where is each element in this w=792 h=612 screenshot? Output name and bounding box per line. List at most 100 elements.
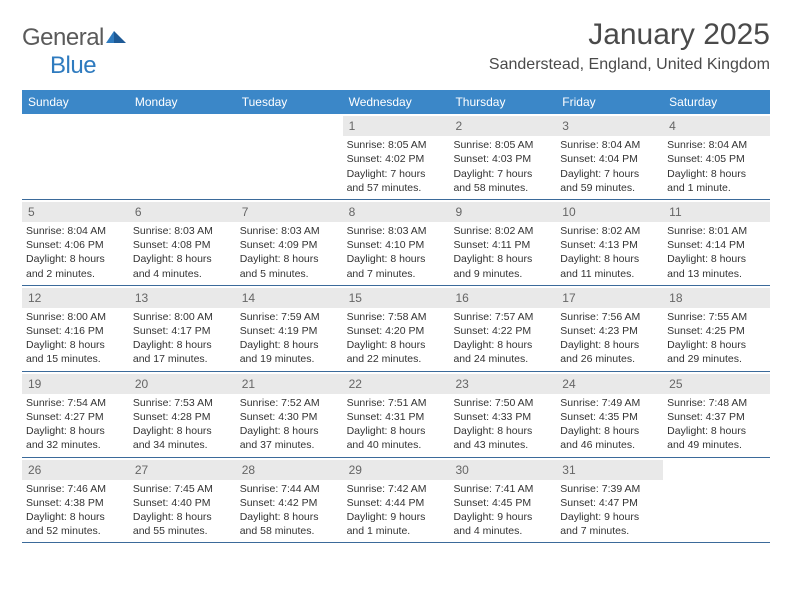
sunrise-text: Sunrise: 8:01 AM: [667, 224, 766, 238]
day-cell: 14Sunrise: 7:59 AMSunset: 4:19 PMDayligh…: [236, 286, 343, 371]
daylight-text: Daylight: 8 hours and 24 minutes.: [453, 338, 552, 366]
day-cell: 7Sunrise: 8:03 AMSunset: 4:09 PMDaylight…: [236, 200, 343, 285]
day-cell: 8Sunrise: 8:03 AMSunset: 4:10 PMDaylight…: [343, 200, 450, 285]
daylight-text: Daylight: 8 hours and 29 minutes.: [667, 338, 766, 366]
sunset-text: Sunset: 4:25 PM: [667, 324, 766, 338]
sunrise-text: Sunrise: 7:39 AM: [560, 482, 659, 496]
sunset-text: Sunset: 4:05 PM: [667, 152, 766, 166]
day-cell: [129, 114, 236, 199]
day-cell: 12Sunrise: 8:00 AMSunset: 4:16 PMDayligh…: [22, 286, 129, 371]
day-cell: 27Sunrise: 7:45 AMSunset: 4:40 PMDayligh…: [129, 458, 236, 543]
sunset-text: Sunset: 4:27 PM: [26, 410, 125, 424]
day-number: 31: [556, 460, 663, 480]
sunset-text: Sunset: 4:17 PM: [133, 324, 232, 338]
sunrise-text: Sunrise: 7:44 AM: [240, 482, 339, 496]
sunset-text: Sunset: 4:28 PM: [133, 410, 232, 424]
sunrise-text: Sunrise: 7:55 AM: [667, 310, 766, 324]
day-number: [22, 116, 129, 136]
weekday-header: Sunday: [22, 90, 129, 114]
day-number: 30: [449, 460, 556, 480]
weekday-header: Saturday: [663, 90, 770, 114]
day-number: 1: [343, 116, 450, 136]
day-number: 4: [663, 116, 770, 136]
week-row: 1Sunrise: 8:05 AMSunset: 4:02 PMDaylight…: [22, 114, 770, 200]
daylight-text: Daylight: 9 hours and 1 minute.: [347, 510, 446, 538]
daylight-text: Daylight: 8 hours and 26 minutes.: [560, 338, 659, 366]
weekday-header-row: Sunday Monday Tuesday Wednesday Thursday…: [22, 90, 770, 114]
daylight-text: Daylight: 8 hours and 49 minutes.: [667, 424, 766, 452]
day-cell: 30Sunrise: 7:41 AMSunset: 4:45 PMDayligh…: [449, 458, 556, 543]
daylight-text: Daylight: 8 hours and 19 minutes.: [240, 338, 339, 366]
day-cell: [663, 458, 770, 543]
sunrise-text: Sunrise: 7:45 AM: [133, 482, 232, 496]
sunrise-text: Sunrise: 7:42 AM: [347, 482, 446, 496]
sunset-text: Sunset: 4:35 PM: [560, 410, 659, 424]
month-title: January 2025: [489, 18, 770, 52]
sunset-text: Sunset: 4:03 PM: [453, 152, 552, 166]
logo-text: GeneralBlue: [22, 24, 128, 80]
day-cell: 24Sunrise: 7:49 AMSunset: 4:35 PMDayligh…: [556, 372, 663, 457]
sunrise-text: Sunrise: 8:00 AM: [26, 310, 125, 324]
sunrise-text: Sunrise: 8:04 AM: [560, 138, 659, 152]
daylight-text: Daylight: 8 hours and 32 minutes.: [26, 424, 125, 452]
sunrise-text: Sunrise: 7:59 AM: [240, 310, 339, 324]
sunset-text: Sunset: 4:33 PM: [453, 410, 552, 424]
sunset-text: Sunset: 4:08 PM: [133, 238, 232, 252]
day-number: 26: [22, 460, 129, 480]
sunrise-text: Sunrise: 8:02 AM: [560, 224, 659, 238]
sunrise-text: Sunrise: 7:52 AM: [240, 396, 339, 410]
sunset-text: Sunset: 4:37 PM: [667, 410, 766, 424]
weeks-container: 1Sunrise: 8:05 AMSunset: 4:02 PMDaylight…: [22, 114, 770, 543]
daylight-text: Daylight: 8 hours and 1 minute.: [667, 167, 766, 195]
daylight-text: Daylight: 7 hours and 58 minutes.: [453, 167, 552, 195]
sunrise-text: Sunrise: 7:50 AM: [453, 396, 552, 410]
day-cell: 23Sunrise: 7:50 AMSunset: 4:33 PMDayligh…: [449, 372, 556, 457]
weekday-header: Friday: [556, 90, 663, 114]
day-cell: 21Sunrise: 7:52 AMSunset: 4:30 PMDayligh…: [236, 372, 343, 457]
weekday-header: Thursday: [449, 90, 556, 114]
sunset-text: Sunset: 4:20 PM: [347, 324, 446, 338]
daylight-text: Daylight: 7 hours and 57 minutes.: [347, 167, 446, 195]
sunset-text: Sunset: 4:10 PM: [347, 238, 446, 252]
sunrise-text: Sunrise: 7:58 AM: [347, 310, 446, 324]
sunset-text: Sunset: 4:30 PM: [240, 410, 339, 424]
day-number: 3: [556, 116, 663, 136]
sunset-text: Sunset: 4:16 PM: [26, 324, 125, 338]
daylight-text: Daylight: 8 hours and 37 minutes.: [240, 424, 339, 452]
daylight-text: Daylight: 8 hours and 40 minutes.: [347, 424, 446, 452]
sunrise-text: Sunrise: 8:03 AM: [240, 224, 339, 238]
sunset-text: Sunset: 4:38 PM: [26, 496, 125, 510]
weekday-header: Wednesday: [343, 90, 450, 114]
sunset-text: Sunset: 4:44 PM: [347, 496, 446, 510]
sunset-text: Sunset: 4:14 PM: [667, 238, 766, 252]
daylight-text: Daylight: 9 hours and 4 minutes.: [453, 510, 552, 538]
sunrise-text: Sunrise: 8:03 AM: [133, 224, 232, 238]
sunrise-text: Sunrise: 7:46 AM: [26, 482, 125, 496]
sunset-text: Sunset: 4:09 PM: [240, 238, 339, 252]
day-number: 19: [22, 374, 129, 394]
day-cell: 16Sunrise: 7:57 AMSunset: 4:22 PMDayligh…: [449, 286, 556, 371]
day-number: 5: [22, 202, 129, 222]
week-row: 12 Sunrise: 8:00 AMSunset: 4:16 PM Dayligh…: [22, 286, 770, 372]
sunrise-text: Sunrise: 7:53 AM: [133, 396, 232, 410]
day-number: 12: [22, 288, 129, 308]
calendar-page: GeneralBlue January 2025 Sanderstead, En…: [0, 0, 792, 561]
day-number: 13: [129, 288, 236, 308]
sunset-text: Sunset: 4:06 PM: [26, 238, 125, 252]
day-cell: 29Sunrise: 7:42 AMSunset: 4:44 PMDayligh…: [343, 458, 450, 543]
sunrise-text: Sunrise: 7:57 AM: [453, 310, 552, 324]
day-number: 10: [556, 202, 663, 222]
day-cell: 11Sunrise: 8:01 AMSunset: 4:14 PMDayligh…: [663, 200, 770, 285]
week-row: 5Sunrise: 8:04 AMSunset: 4:06 PMDaylight…: [22, 200, 770, 286]
weekday-header: Tuesday: [236, 90, 343, 114]
daylight-text: Daylight: 8 hours and 13 minutes.: [667, 252, 766, 280]
day-number: 7: [236, 202, 343, 222]
day-number: [663, 460, 770, 480]
sunset-text: Sunset: 4:23 PM: [560, 324, 659, 338]
sunrise-text: Sunrise: 8:04 AM: [667, 138, 766, 152]
day-cell: 2Sunrise: 8:05 AMSunset: 4:03 PMDaylight…: [449, 114, 556, 199]
calendar: Sunday Monday Tuesday Wednesday Thursday…: [22, 90, 770, 543]
day-number: 27: [129, 460, 236, 480]
sunset-text: Sunset: 4:40 PM: [133, 496, 232, 510]
daylight-text: Daylight: 8 hours and 17 minutes.: [133, 338, 232, 366]
